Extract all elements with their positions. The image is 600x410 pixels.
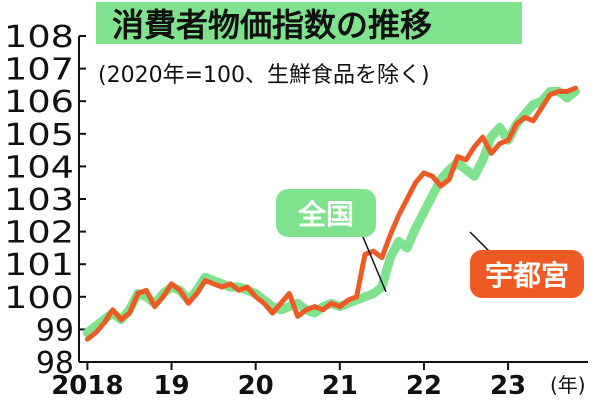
chart-subtitle: (2020年=100、生鮮食品を除く) xyxy=(98,63,430,88)
y-tick-label: 106 xyxy=(4,85,74,120)
series-line-utsunomiya xyxy=(84,85,578,342)
x-tick-label: 22 xyxy=(406,371,442,401)
y-tick-label: 107 xyxy=(4,53,74,88)
chart-title: 消費者物価指数の推移 xyxy=(112,6,432,44)
y-tick-label: 103 xyxy=(4,183,74,218)
y-tick-label: 108 xyxy=(4,20,74,55)
x-tick-label: 23 xyxy=(490,371,526,401)
x-tick-label: 19 xyxy=(153,371,189,401)
y-tick-label: 105 xyxy=(4,118,74,153)
x-tick-label: 21 xyxy=(322,371,358,401)
x-tick-label: 2018 xyxy=(51,371,123,401)
callout-leader-utsunomiya xyxy=(469,231,491,253)
y-tick-label: 99 xyxy=(36,313,74,348)
x-axis-unit: (年) xyxy=(550,373,586,397)
series-label-utsunomiya: 宇都宮 xyxy=(485,259,569,292)
x-axis-ticks: 2018 19 20 21 22 23 xyxy=(51,362,526,401)
title-background xyxy=(96,2,522,44)
x-tick-label: 20 xyxy=(238,371,274,401)
series-label-utsunomiya-box xyxy=(470,250,584,298)
y-tick-label: 100 xyxy=(4,281,74,316)
y-tick-label: 98 xyxy=(36,346,74,381)
y-tick-label: 102 xyxy=(4,216,74,251)
y-tick-label: 104 xyxy=(4,150,74,185)
y-tick-label: 101 xyxy=(4,248,74,283)
series-layer xyxy=(82,85,580,342)
series-label-national: 全国 xyxy=(297,198,354,231)
series-label-national-box xyxy=(276,189,376,237)
